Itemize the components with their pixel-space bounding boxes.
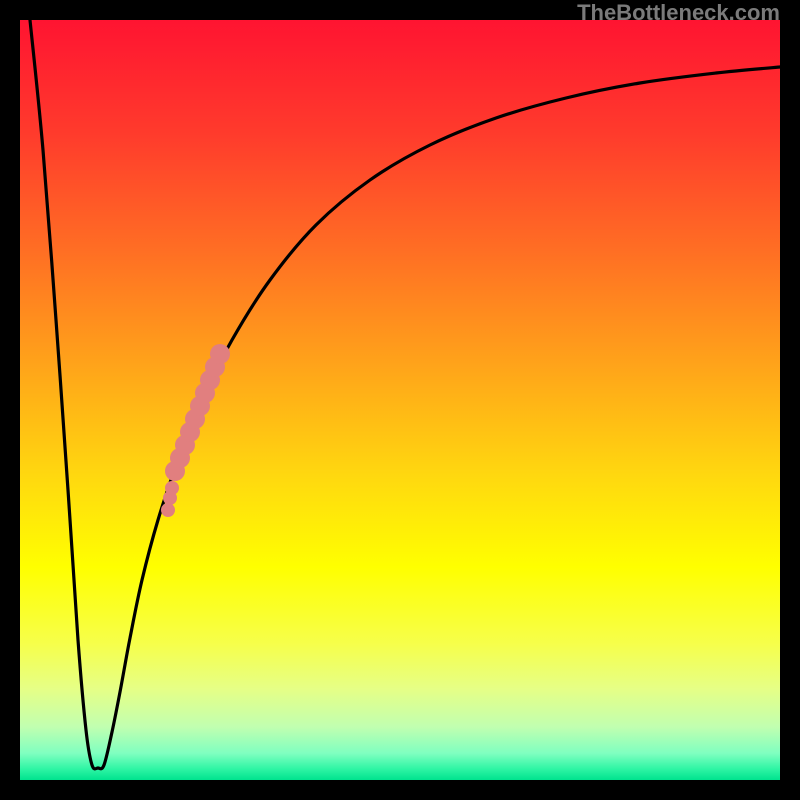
- watermark-text: TheBottleneck.com: [577, 0, 780, 26]
- data-marker: [210, 344, 230, 364]
- data-marker: [165, 481, 179, 495]
- chart-svg: [20, 20, 780, 780]
- data-marker: [161, 503, 175, 517]
- plot-area: [20, 20, 780, 780]
- chart-outer-frame: TheBottleneck.com: [0, 0, 800, 800]
- gradient-background: [20, 20, 780, 780]
